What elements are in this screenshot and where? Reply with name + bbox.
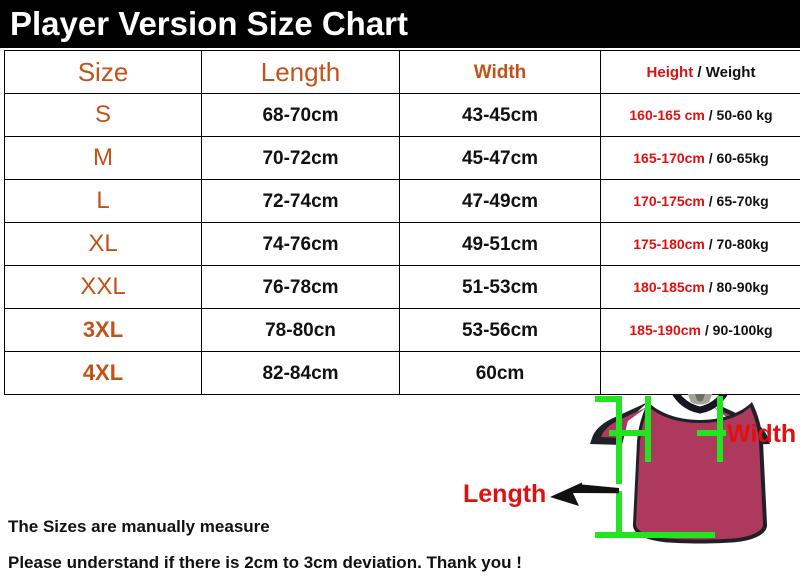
svg-text:Width: Width [727, 420, 796, 448]
svg-text:Length: Length [463, 480, 546, 508]
